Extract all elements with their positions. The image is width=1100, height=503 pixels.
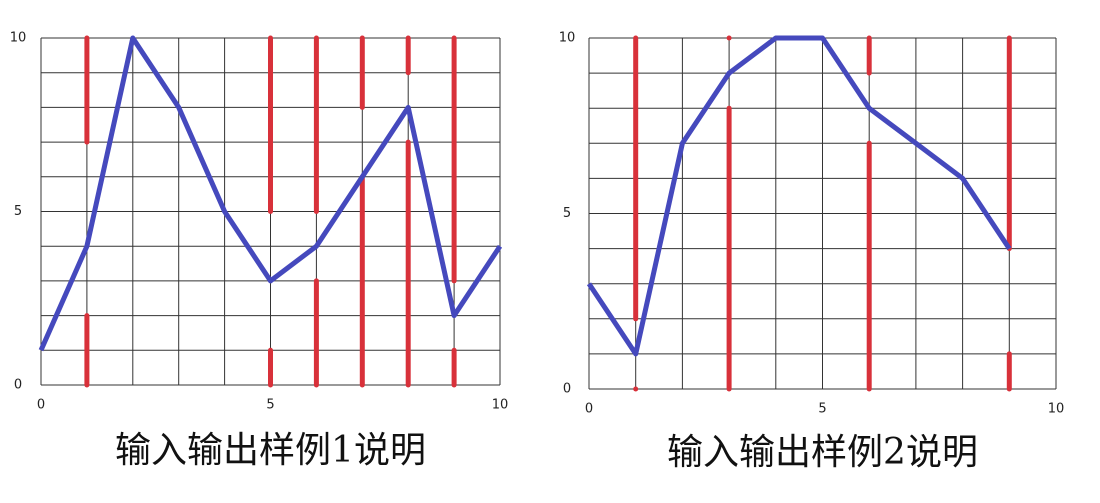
chart-caption: 输入输出样例2说明 [667,432,978,473]
y-tick-label: 10 [559,31,576,46]
x-tick-label: 5 [818,402,826,417]
x-tick-label: 0 [585,402,593,417]
chart-caption: 输入输出样例1说明 [115,430,426,471]
x-tick-label: 0 [37,398,45,413]
y-tick-label: 5 [14,204,22,219]
x-tick-label: 10 [1048,402,1065,417]
y-tick-label: 5 [563,206,571,221]
y-tick-label: 0 [563,382,571,397]
chart: 0 5 10 0 5 10 输入输出样例2说明 [559,31,1065,474]
x-tick-label: 10 [492,398,509,413]
y-tick-label: 10 [10,31,27,46]
line-series [586,35,1012,357]
chart: 0 5 10 0 5 10 输入输出样例1说明 [10,31,509,472]
y-tick-label: 0 [14,378,22,393]
x-tick-label: 5 [266,398,274,413]
line-series [38,35,503,352]
